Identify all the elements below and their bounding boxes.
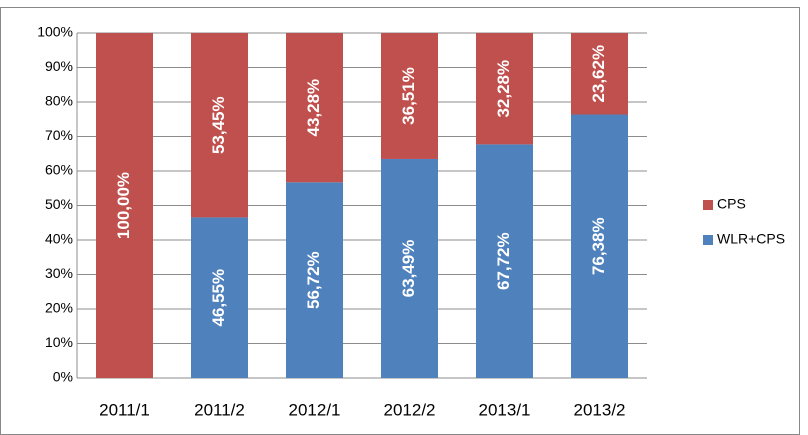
- bar-segment: [381, 33, 438, 159]
- y-tick-label: 50%: [45, 196, 73, 212]
- bar-segment: [191, 33, 248, 218]
- value-label: 56,72%: [304, 251, 323, 309]
- y-tick-label: 90%: [45, 58, 73, 74]
- value-label: 100,00%: [114, 172, 133, 239]
- legend-swatch: [703, 200, 713, 210]
- y-tick-label: 30%: [45, 265, 73, 281]
- y-tick-label: 10%: [45, 334, 73, 350]
- x-tick-label: 2011/1: [99, 400, 150, 419]
- value-label: 67,72%: [494, 232, 513, 290]
- value-label: 63,49%: [399, 240, 418, 298]
- y-tick-label: 70%: [45, 127, 73, 143]
- value-label: 36,51%: [399, 67, 418, 125]
- bar-segment: [286, 182, 343, 378]
- x-tick-label: 2012/1: [289, 400, 341, 419]
- bar-segment: [476, 144, 533, 378]
- bar-segment: [571, 114, 628, 378]
- x-tick-label: 2013/2: [574, 400, 626, 419]
- x-tick-label: 2013/1: [479, 400, 531, 419]
- y-tick-label: 20%: [45, 300, 73, 316]
- x-tick-label: 2011/2: [194, 400, 245, 419]
- value-label: 23,62%: [589, 45, 608, 103]
- value-label: 43,28%: [304, 79, 323, 137]
- value-label: 53,45%: [209, 96, 228, 154]
- bar-segment: [286, 33, 343, 183]
- bar-segment: [191, 217, 248, 378]
- legend-swatch: [703, 235, 713, 245]
- y-tick-label: 100%: [37, 24, 73, 40]
- value-label: 46,55%: [209, 269, 228, 327]
- value-label: 32,28%: [494, 60, 513, 118]
- bar-segment: [96, 33, 153, 378]
- x-tick-label: 2012/2: [384, 400, 436, 419]
- y-tick-label: 40%: [45, 231, 73, 247]
- y-tick-label: 0%: [53, 369, 73, 385]
- bar-segment: [571, 33, 628, 115]
- legend-label: WLR+CPS: [717, 231, 785, 247]
- y-tick-label: 60%: [45, 162, 73, 178]
- bar-segment: [381, 158, 438, 378]
- legend-label: CPS: [717, 196, 746, 212]
- y-tick-label: 80%: [45, 93, 73, 109]
- value-label: 76,38%: [589, 217, 608, 275]
- bar-segment: [476, 33, 533, 145]
